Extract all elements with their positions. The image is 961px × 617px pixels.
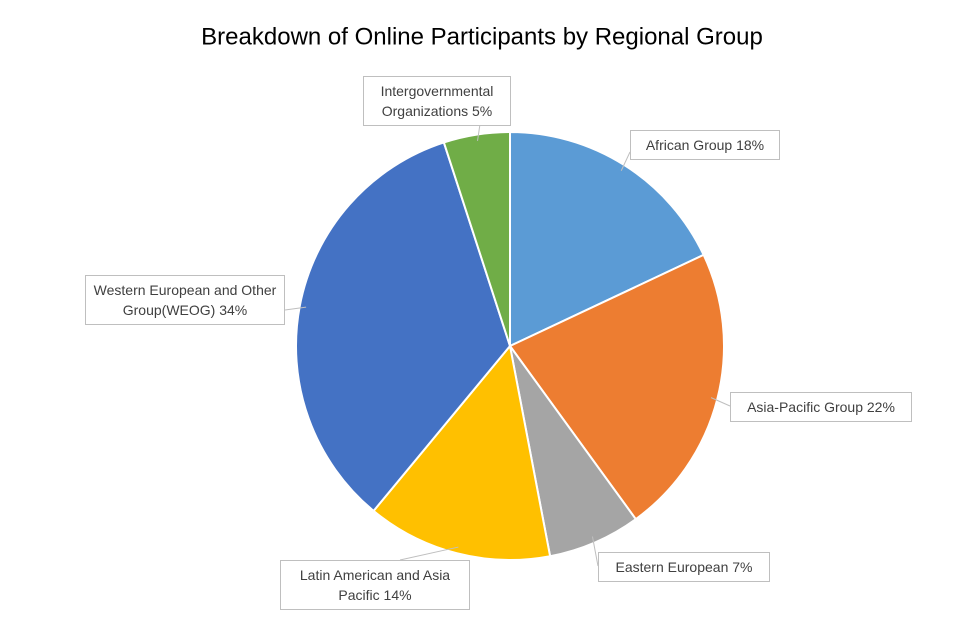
pie-slice	[372, 343, 552, 561]
category-label: Eastern European	[615, 559, 729, 575]
data-label: Asia-Pacific Group 22%	[730, 392, 912, 422]
category-label: Latin American and Asia Pacific	[299, 567, 451, 603]
leader-line	[284, 306, 307, 311]
data-label: Eastern European 7%	[598, 552, 770, 582]
pie-slice	[509, 130, 705, 348]
data-label: African Group 18%	[630, 130, 780, 160]
pie-slice	[442, 130, 511, 347]
pie-slice	[295, 141, 512, 513]
category-label: Intergovernmental Organizations	[380, 83, 494, 119]
leader-line	[477, 123, 481, 142]
value-label: 5%	[472, 103, 493, 119]
data-label: Intergovernmental Organizations 5%	[363, 76, 511, 126]
value-label: 34%	[219, 302, 248, 318]
data-label: Western European and Other Group(WEOG) 3…	[85, 275, 285, 325]
leader-line	[710, 397, 731, 407]
chart-title: Breakdown of Online Participants by Regi…	[201, 23, 763, 50]
pie-slice	[508, 253, 725, 521]
data-label: Latin American and Asia Pacific 14%	[280, 560, 470, 610]
leader-line	[620, 151, 631, 171]
category-label: Asia-Pacific Group	[747, 399, 863, 415]
value-label: 7%	[732, 559, 753, 575]
value-label: 18%	[736, 137, 765, 153]
leader-line	[399, 546, 459, 561]
category-label: Western European and Other Group(WEOG)	[93, 282, 277, 318]
category-label: African Group	[645, 137, 733, 153]
value-label: 22%	[866, 399, 895, 415]
leader-line	[591, 536, 599, 567]
value-label: 14%	[383, 587, 412, 603]
